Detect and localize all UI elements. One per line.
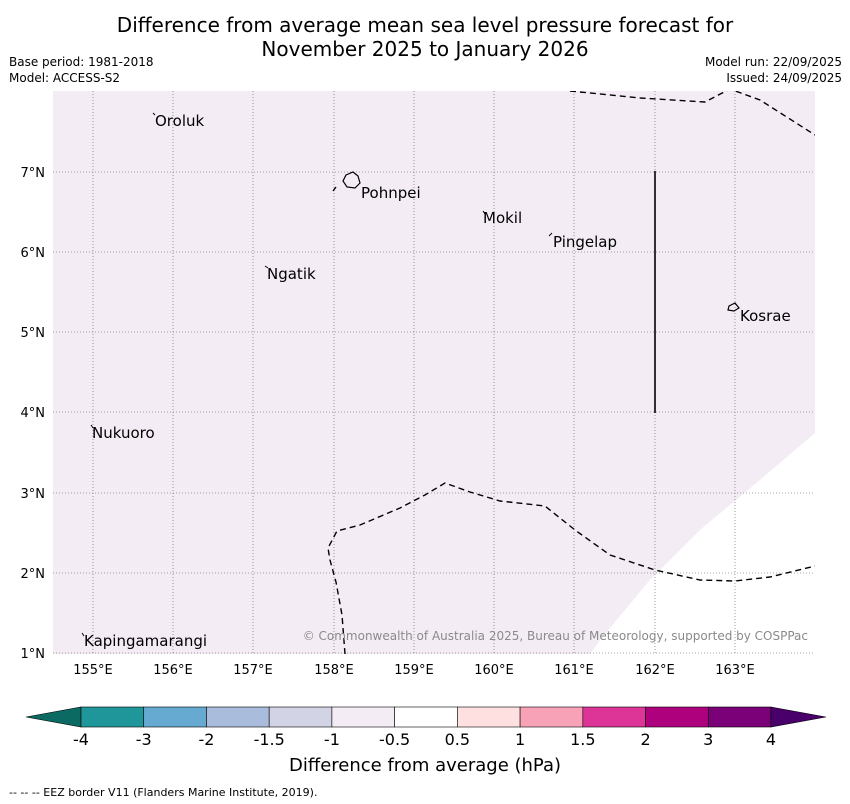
lon-tick-160: 160°E [474,663,514,678]
colorbar-tick-label: -3 [135,730,152,749]
place-label-nukuoro: Nukuoro [92,424,155,442]
colorbar-extension-high [770,706,827,728]
lon-tick-161: 161°E [554,663,594,678]
colorbar-swatch [707,706,772,728]
lon-tick-162: 162°E [635,663,675,678]
issued-text: Issued: 24/09/2025 [726,71,842,85]
colorbar-tick-label: 2 [640,730,651,749]
colorbar-tick-label: -1.5 [253,730,285,749]
place-label-kapingamarangi: Kapingamarangi [84,632,207,650]
place-label-kosrae: Kosrae [740,307,791,325]
atoll-markers [81,112,553,637]
colorbar-tick-label: -0.5 [379,730,411,749]
place-label-mokil: Mokil [483,209,522,227]
lon-tick-157: 157°E [233,663,273,678]
colorbar-tick-label: 1 [514,730,526,749]
colorbar-swatch [394,706,458,728]
colorbar-swatch [519,706,584,728]
eez-footnote: -- -- -- EEZ border V11 (Flanders Marine… [9,786,318,799]
colorbar-tick-label: 0.5 [444,730,471,749]
colorbar-swatch [143,706,207,728]
colorbar-extension-low [25,706,82,728]
model-text: Model: ACCESS-S2 [9,71,121,85]
base-period-text: Base period: 1981-2018 [9,55,154,69]
colorbar-label: Difference from average (hPa) [288,755,562,776]
lat-tick-6n: 6°N [21,246,46,261]
colorbar [25,706,827,728]
lon-tick-158: 158°E [314,663,354,678]
lon-tick-159: 159°E [394,663,434,678]
colorbar-tick-label: -4 [73,730,89,749]
lon-tick-163: 163°E [715,663,755,678]
pressure-field-white-region [590,433,815,654]
lat-tick-3n: 3°N [21,487,46,502]
colorbar-tick-label: 4 [765,730,777,749]
colorbar-swatch [268,706,333,728]
place-label-pohnpei: Pohnpei [361,184,421,202]
place-label-ngatik: Ngatik [267,265,316,283]
colorbar-swatch [582,706,646,728]
colorbar-swatch [457,706,521,728]
colorbar-tick-label: 3 [703,730,714,749]
map-figure: Oroluk Pohnpei Mokil Pingelap Ngatik Kos… [21,91,815,678]
eez-borders [327,91,815,654]
place-label-oroluk: Oroluk [155,112,204,130]
colorbar-tick-label: -1 [323,730,340,749]
model-run-text: Model run: 22/09/2025 [704,55,842,69]
pohnpei-island-outline [342,171,361,189]
eez-border-pohnpei-fragment [332,186,337,192]
place-label-pingelap: Pingelap [553,233,617,251]
lat-tick-5n: 5°N [21,326,46,341]
lat-tick-7n: 7°N [21,166,46,181]
lat-tick-1n: 1°N [21,647,46,662]
colorbar-swatch [206,706,270,728]
graticule [53,91,815,654]
lat-tick-4n: 4°N [21,406,46,421]
copyright-text: © Commonwealth of Australia 2025, Bureau… [303,629,808,643]
lat-tick-2n: 2°N [21,567,46,582]
colorbar-tick-label: 1.5 [570,730,596,749]
lon-tick-155: 155°E [73,663,113,678]
chart-title-line-1: Difference from average mean sea level p… [116,13,734,37]
chart-title-line-2: November 2025 to January 2026 [261,37,589,61]
colorbar-swatch [80,706,145,728]
colorbar-swatch [645,706,709,728]
kosrae-island-outline [727,302,740,312]
colorbar-tick-label: -2 [198,730,215,749]
colorbar-swatch [331,706,395,728]
lon-tick-156: 156°E [153,663,193,678]
